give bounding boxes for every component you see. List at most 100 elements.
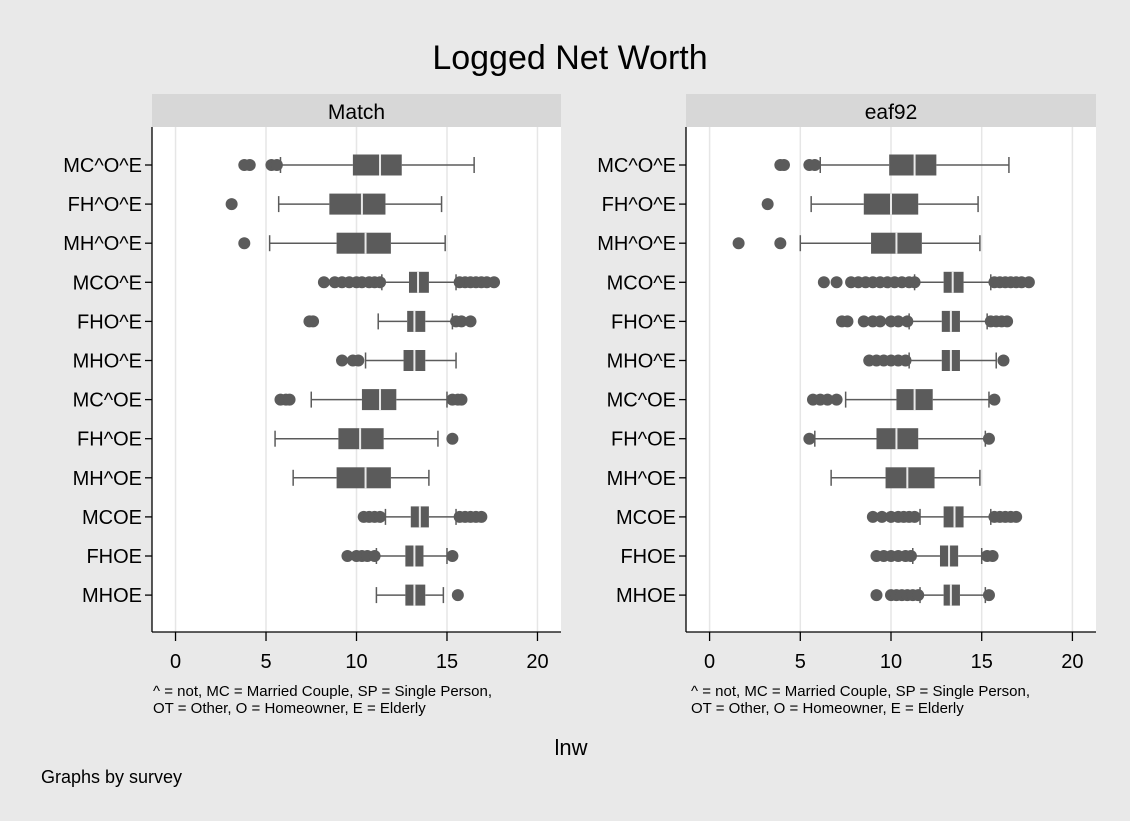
outlier-point	[817, 276, 830, 289]
outlier-point	[830, 393, 843, 406]
panel-header-label: eaf92	[865, 101, 918, 124]
outlier-point	[374, 510, 387, 523]
category-label: FHO^E	[77, 311, 142, 333]
box-row: FHO^E	[77, 310, 477, 333]
panels-layer: Match 0 5 10 15 20 MC^O^E FH^O^E MH^O^E MCO^E FHO^…	[63, 94, 1096, 673]
outlier-point	[870, 589, 883, 602]
outlier-point	[225, 198, 238, 211]
outlier-point	[982, 432, 995, 445]
x-tick-label: 20	[526, 651, 548, 673]
footnote-left-line-1: ^ = not, MC = Married Couple, SP = Singl…	[153, 683, 492, 700]
outlier-point	[451, 589, 464, 602]
box-row: MCOE	[82, 506, 488, 529]
category-label: MCO^E	[73, 272, 142, 294]
category-label: FH^OE	[77, 429, 142, 451]
outlier-point	[464, 315, 477, 328]
outlier-point	[317, 276, 330, 289]
category-label: FH^O^E	[68, 194, 142, 216]
category-label: MC^OE	[73, 390, 142, 412]
panel-header-label: Match	[328, 101, 385, 124]
box-row: FHOE	[620, 545, 999, 568]
box	[336, 467, 391, 489]
outlier-point	[270, 159, 283, 171]
box	[885, 467, 935, 489]
category-label: MH^O^E	[597, 233, 676, 255]
box-row: MHOE	[82, 584, 464, 607]
category-label: MCOE	[616, 507, 676, 529]
outlier-point	[336, 354, 349, 367]
box-row: FH^OE	[611, 428, 995, 451]
x-tick-label: 0	[170, 651, 181, 673]
x-tick-label: 0	[704, 651, 715, 673]
category-label: MC^O^E	[63, 155, 142, 177]
outlier-point	[908, 510, 921, 523]
outlier-point	[821, 393, 834, 406]
box	[407, 310, 426, 332]
x-tick-label: 15	[436, 651, 458, 673]
box-row: MH^OE	[73, 467, 430, 490]
outlier-point	[341, 550, 354, 562]
box-row: FHO^E	[611, 310, 1014, 333]
outlier-point	[841, 315, 854, 328]
box	[352, 154, 402, 176]
box	[329, 193, 386, 215]
outlier-point	[243, 159, 256, 171]
footnote-left-line-2: OT = Other, O = Homeowner, E = Elderly	[153, 700, 426, 717]
outlier-point	[455, 393, 468, 406]
outlier-point	[1022, 276, 1035, 289]
outlier-point	[908, 276, 921, 289]
category-label: MH^OE	[73, 468, 142, 490]
category-label: FHOE	[620, 546, 676, 568]
x-tick-label: 10	[880, 651, 902, 673]
box-row: MC^OE	[73, 389, 468, 412]
box-row: MC^OE	[607, 389, 1001, 412]
outlier-point	[238, 237, 251, 250]
outlier-point	[875, 510, 888, 523]
category-label: MH^OE	[607, 468, 676, 490]
outlier-point	[912, 589, 925, 602]
category-label: MHO^E	[73, 351, 142, 373]
category-label: FHOE	[86, 546, 142, 568]
outlier-point	[988, 393, 1001, 406]
outlier-point	[475, 510, 488, 523]
outlier-point	[997, 354, 1010, 367]
box-row: MHO^E	[607, 350, 1010, 373]
outlier-point	[808, 159, 821, 171]
category-label: MHOE	[82, 585, 142, 607]
box-row: MHO^E	[73, 350, 457, 373]
box-row: MH^O^E	[597, 232, 981, 255]
x-tick-label: 20	[1061, 651, 1083, 673]
outlier-point	[761, 198, 774, 211]
panel-match: Match 0 5 10 15 20 MC^O^E FH^O^E MH^O^E MCO^E FHO^…	[63, 94, 561, 673]
outlier-point	[830, 276, 843, 289]
x-tick-label: 10	[345, 651, 367, 673]
x-axis-label: lnw	[554, 735, 587, 760]
outlier-point	[446, 550, 459, 562]
x-tick-label: 15	[971, 651, 993, 673]
category-label: MC^OE	[607, 390, 676, 412]
outlier-point	[368, 550, 381, 562]
box-row: FHOE	[86, 545, 459, 568]
outlier-point	[446, 432, 459, 445]
category-label: MH^O^E	[63, 233, 142, 255]
panel-header	[686, 94, 1096, 127]
box-row: MC^O^E	[597, 154, 1010, 177]
box-row: FH^OE	[77, 428, 459, 451]
outlier-point	[803, 432, 816, 445]
outlier-point	[352, 354, 365, 367]
box-row: MHOE	[616, 584, 995, 607]
category-label: FH^OE	[611, 429, 676, 451]
outlier-point	[774, 237, 787, 250]
outlier-point	[1010, 510, 1023, 523]
box-row: MCOE	[616, 506, 1023, 529]
x-tick-label: 5	[260, 651, 271, 673]
category-label: FH^O^E	[602, 194, 676, 216]
box-row: FH^O^E	[68, 193, 443, 216]
category-label: MC^O^E	[597, 155, 676, 177]
outlier-point	[374, 276, 387, 289]
x-tick-label: 5	[795, 651, 806, 673]
box-row: FH^O^E	[602, 193, 979, 216]
box-row: MC^O^E	[63, 154, 475, 177]
chart-title: Logged Net Worth	[432, 39, 707, 77]
